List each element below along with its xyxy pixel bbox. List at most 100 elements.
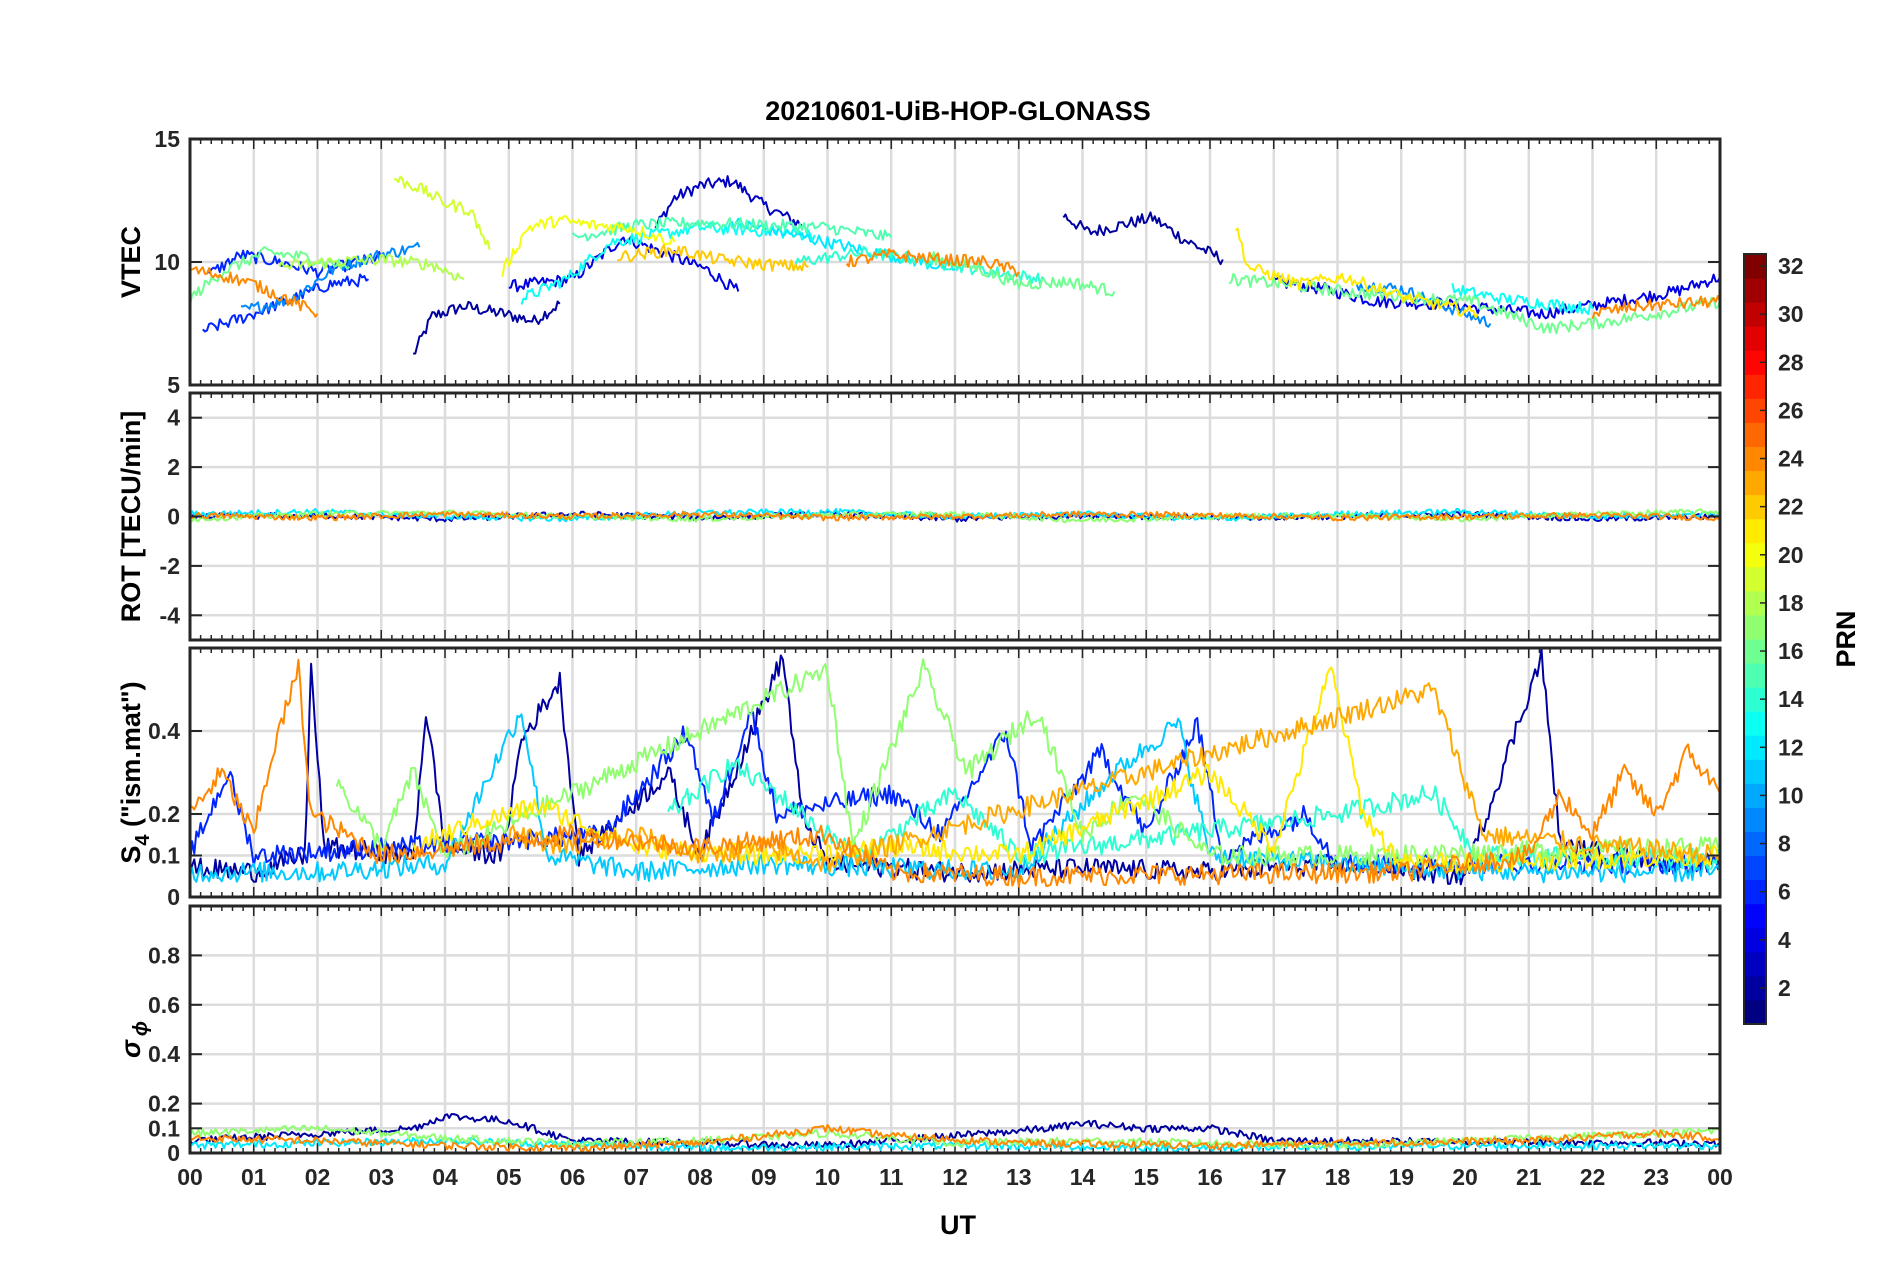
x-tick-label: 00: [1707, 1164, 1733, 1190]
series-line-prn-6: [202, 273, 370, 333]
y-tick-label: 15: [154, 126, 180, 152]
series-line-prn-13: [520, 221, 816, 305]
series-line-prn-3: [654, 175, 803, 229]
x-tick-label: 00: [177, 1164, 203, 1190]
x-tick-label: 03: [368, 1164, 394, 1190]
colorbar-band: [1744, 999, 1766, 1025]
x-axis-label: UT: [940, 1210, 976, 1240]
series-line-prn-21: [1234, 227, 1479, 319]
y-tick-label: 0: [167, 884, 180, 910]
series-line-prn-17: [335, 658, 1720, 867]
series-line-prn-24: [190, 510, 1720, 522]
colorbar-band: [1744, 879, 1766, 905]
series-line-prn-24: [845, 248, 1020, 278]
colorbar-tick-label: 2: [1778, 975, 1791, 1001]
colorbar-band: [1744, 326, 1766, 351]
series-line-prn-9: [1355, 282, 1492, 328]
y-tick-label: -4: [160, 602, 181, 628]
series-line-prn-24: [190, 1124, 1720, 1153]
colorbar-label: PRN: [1831, 610, 1861, 667]
x-tick-label: 01: [241, 1164, 267, 1190]
x-tick-label: 06: [560, 1164, 586, 1190]
y-tick-label: 0.4: [148, 1041, 180, 1067]
y-ticks-sigma: 00.10.2 0.4 0.6 0.8: [148, 942, 1720, 1166]
y-axis-label-s4: S4 ("ism.mat"): [116, 681, 154, 863]
colorbar-band: [1744, 807, 1766, 832]
colorbar-tick-label: 8: [1778, 831, 1791, 857]
colorbar-band: [1744, 831, 1766, 857]
series-line-prn-24: [1591, 295, 1720, 320]
y-ticks-rot: -4 -2 0 2 4: [160, 405, 1720, 628]
x-tick-label: 16: [1197, 1164, 1223, 1190]
y-tick-label: 0.2: [148, 1091, 180, 1117]
colorbar-band: [1744, 590, 1766, 616]
colorbar-tick-label: 10: [1778, 782, 1804, 808]
x-tick-label: 02: [305, 1164, 331, 1190]
colorbar-band: [1744, 663, 1766, 688]
y-tick-label: 4: [167, 405, 180, 431]
x-tick-label: 09: [751, 1164, 777, 1190]
colorbar-tick-label: 16: [1778, 638, 1804, 664]
x-tick-label: 21: [1516, 1164, 1542, 1190]
colorbar-tick-label: 26: [1778, 397, 1804, 423]
y-axis-label-rot: ROT [TECU/min]: [116, 411, 146, 622]
grid-sigma: [188, 906, 1722, 1155]
colorbar-tick-label: 4: [1778, 927, 1791, 953]
colorbar-tick-label: 30: [1778, 301, 1804, 327]
colorbar-band: [1744, 735, 1766, 760]
series-line-prn-6: [208, 249, 383, 279]
x-tick-label: 15: [1133, 1164, 1159, 1190]
series-line-prn-9: [240, 241, 421, 314]
x-tick-label: 08: [687, 1164, 713, 1190]
colorbar-band: [1744, 687, 1766, 712]
y-tick-label: 0.2: [148, 801, 180, 827]
series-line-prn-4: [508, 234, 740, 293]
colorbar-band: [1744, 470, 1766, 496]
colorbar-tick-label: 12: [1778, 734, 1804, 760]
colorbar-band: [1744, 422, 1766, 447]
series-line-prn-18: [278, 253, 465, 281]
series-line-prn-24: [190, 658, 1720, 888]
colorbar-band: [1744, 614, 1766, 640]
x-tick-label: 05: [496, 1164, 522, 1190]
series-line-prn-24: [190, 266, 319, 318]
panel-s4: 0 0.1 0.2 0.4S4 ("ism.mat"): [116, 646, 1722, 910]
series-line-prn-20: [501, 215, 676, 278]
series-line-prn-2: [413, 300, 561, 355]
y-tick-label: 0: [167, 504, 180, 530]
colorbar-tick-label: 32: [1778, 253, 1804, 279]
x-tick-label: 10: [815, 1164, 841, 1190]
y-tick-label: 0.1: [148, 843, 180, 869]
colorbar-tick-label: 22: [1778, 494, 1804, 520]
y-tick-label: 0.8: [148, 942, 180, 968]
x-tick-label: 19: [1388, 1164, 1414, 1190]
colorbar-tick-label: 20: [1778, 542, 1804, 568]
colorbar-band: [1744, 639, 1766, 664]
x-tick-label: 13: [1006, 1164, 1032, 1190]
x-tick-label: 22: [1580, 1164, 1606, 1190]
colorbar-band: [1744, 542, 1766, 568]
x-tick-label: 04: [432, 1164, 458, 1190]
colorbar-tick-label: 24: [1778, 446, 1804, 472]
y-tick-label: 0: [167, 1140, 180, 1166]
y-ticks-s4: 0 0.1 0.2 0.4: [148, 718, 1720, 910]
panel-rot: -4 -2 0 2 4 ROT [TECU/min]: [116, 391, 1722, 642]
series-rot: [190, 507, 1720, 524]
colorbar-band: [1744, 494, 1766, 520]
y-tick-label: 0.1: [148, 1115, 180, 1141]
colorbar-tick-label: 28: [1778, 349, 1804, 375]
series-line-prn-22: [617, 244, 809, 272]
colorbar-band: [1744, 951, 1766, 977]
series-vtec: [190, 175, 1720, 355]
colorbar-band: [1744, 278, 1766, 303]
series-line-prn-19: [393, 175, 491, 250]
colorbar-band: [1744, 927, 1766, 953]
colorbar-band: [1744, 518, 1766, 544]
x-tick-label: 11: [879, 1164, 904, 1190]
colorbar-tick-label: 6: [1778, 879, 1791, 905]
x-tick-label: 18: [1325, 1164, 1351, 1190]
x-tick-label: 20: [1452, 1164, 1478, 1190]
colorbar-frame: [1743, 253, 1767, 1025]
